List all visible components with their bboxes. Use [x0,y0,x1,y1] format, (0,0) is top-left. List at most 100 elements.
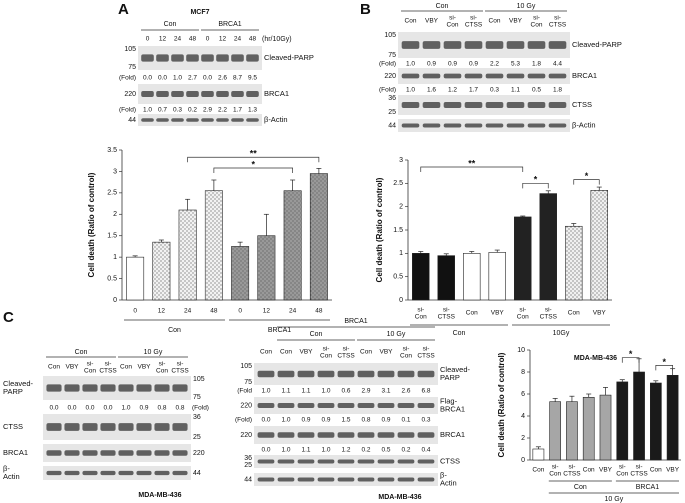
blot-band [257,402,275,409]
blot-band [401,41,420,49]
lane-label: VBY [509,18,523,25]
blot-band [548,123,567,128]
blot-band [443,73,462,79]
fold-value: 2.2 [218,107,227,114]
blot-band [443,41,462,49]
lane-label: Con [280,349,292,356]
fold-value: 0.0 [261,447,270,454]
blot-band [257,432,275,438]
blot-band [257,459,275,464]
blot-band [172,423,188,431]
blot-band [141,118,154,122]
bar [412,253,430,301]
bar-pattern [178,210,197,300]
bar-pattern [205,190,223,300]
group-label: 10 Gy [144,349,163,356]
fold-value: 1.7 [233,107,242,114]
size-marker: 75 [128,64,136,71]
bar-pattern [257,235,276,300]
fold-value: 1.1 [301,447,310,454]
fold-value: 0.4 [421,447,430,454]
lane-label: si-CTSS [99,360,117,374]
blot-band [397,459,415,464]
lane-label: VBY [65,364,79,371]
x-tick-label: Con [650,467,662,474]
fold-value: 0.9 [427,61,436,68]
fold-value: 0.0 [203,75,212,82]
fold-label: (Fold [237,388,252,395]
blot-band [118,384,134,392]
blot-band [136,450,152,456]
x-tick-label: si-CTSS [563,463,581,477]
blot-band [422,102,441,108]
blot-band [64,470,80,476]
blot-band [100,423,116,431]
blot-band [397,432,415,438]
y-tick-label: 2 [113,211,117,218]
group-label: 10Gy [553,330,570,337]
blot-band [527,73,546,79]
blot-band [100,384,116,392]
size-marker: 105 [193,376,205,383]
blot-band [297,370,315,378]
blot-band [64,450,80,456]
blot-band [201,91,214,97]
blot-band [417,459,435,464]
bar-pattern [565,226,583,300]
fold-value: 0.9 [321,417,330,424]
fold-value: 0.5 [381,447,390,454]
blot-band [141,54,154,62]
blot-band [377,432,395,438]
blot-band [171,91,184,97]
fold-value: 1.0 [406,87,415,94]
x-tick-label: si-Con [549,463,561,477]
blot-band [46,470,62,476]
row-label: β-Actin [572,120,596,129]
blot-band [201,54,214,62]
blot-band [337,459,355,464]
blot-band [443,123,462,128]
blot-band [464,41,483,49]
fold-value: 0.0 [261,417,270,424]
lane-label: si-Con [400,345,412,359]
bar-pattern [590,190,608,300]
blot-band [46,384,62,392]
fold-value: 1.0 [261,388,270,395]
blot-band [201,118,214,122]
blot-band [443,102,462,108]
blot-band [377,370,395,378]
x-tick-label: Con [466,310,478,317]
y-tick-label: 2 [521,435,525,442]
blot-band [141,91,154,97]
blot-band [548,41,567,49]
significance-bracket [213,167,293,173]
y-tick-label: 1.5 [107,233,117,240]
fold-value: 1.7 [469,87,478,94]
row-label: Cleaved-PARP [572,40,622,49]
blot-band [82,384,98,392]
group-label: Con [436,3,449,10]
blot-band [527,41,546,49]
blot-band [297,459,315,464]
fold-value: 1.2 [341,447,350,454]
fold-value: 5.3 [511,61,520,68]
row-label: β-Actin [440,470,457,487]
bar [666,374,679,461]
blot-band [317,370,335,378]
blot-band [337,402,355,409]
y-tick-label: 2 [399,204,403,211]
y-axis-label: Cell death (Ratio of control) [87,172,96,277]
blot-band [357,459,375,464]
blot-band [317,459,335,464]
blot-band [506,123,525,128]
group-label: Con [168,327,181,334]
blot-band [397,370,415,378]
y-tick-label: 0 [521,457,525,464]
blot-band [357,432,375,438]
blot-band [216,54,229,62]
bar-pattern [231,246,249,300]
row-label: Flag-BRCA1 [440,396,465,413]
significance-label: * [629,349,633,359]
blot-band [485,73,504,79]
x-tick-label: si-Con [415,306,427,320]
